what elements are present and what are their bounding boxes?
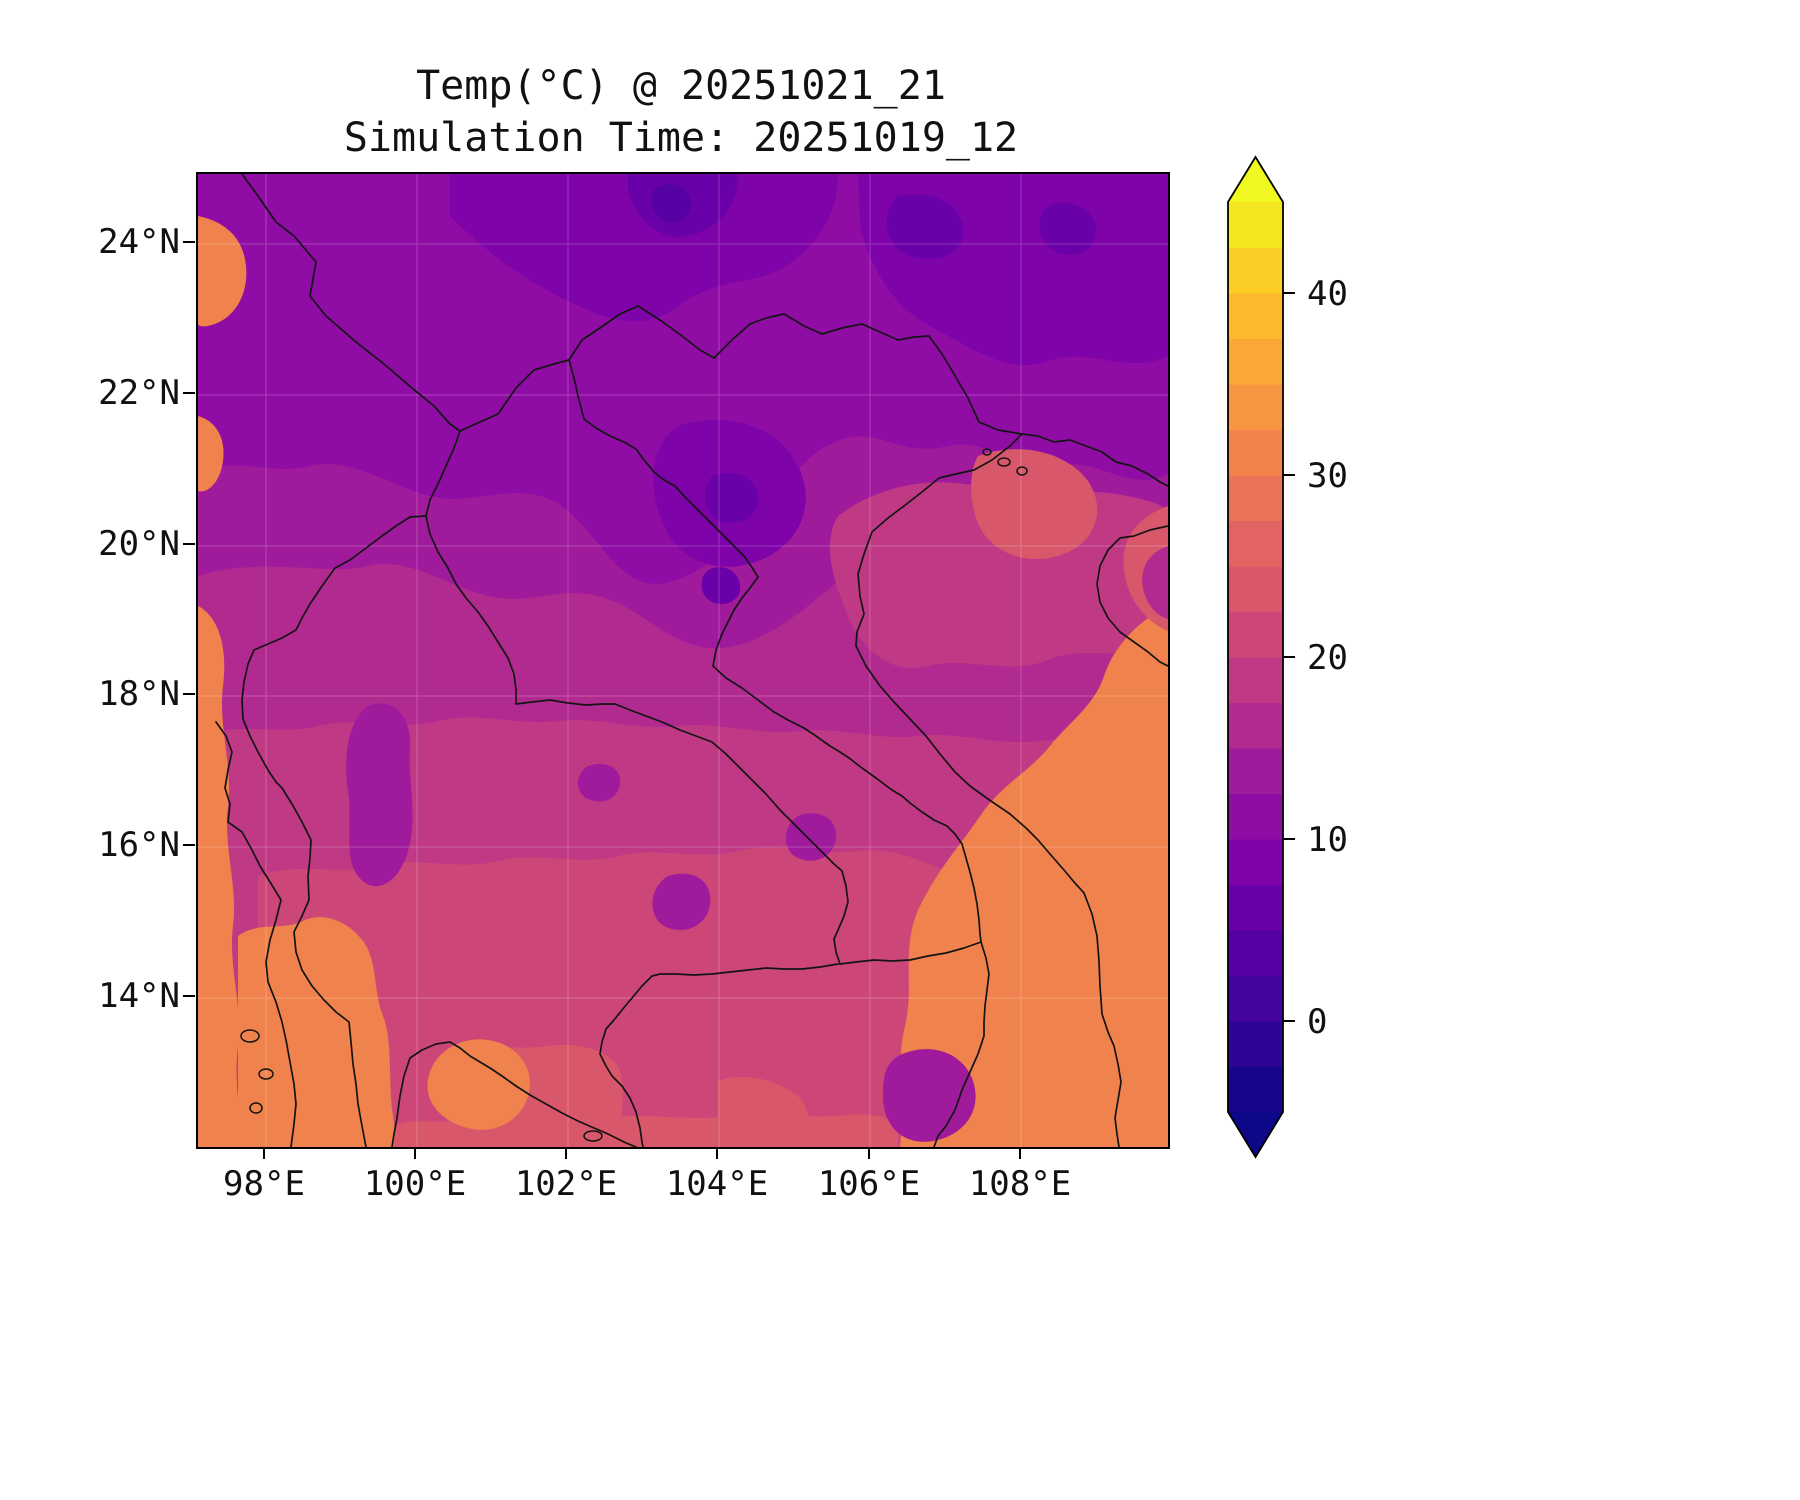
colorbar-segment (1228, 702, 1283, 749)
xtick-mark (1019, 1147, 1021, 1159)
ytick-mark (183, 844, 195, 846)
colorbar-canvas: 40 30 20 10 0 (1227, 155, 1348, 1159)
colorbar-segment (1228, 520, 1283, 567)
ytick-mark (183, 995, 195, 997)
ytick-mark (183, 693, 195, 695)
ytick-label-22n: 22°N (98, 373, 180, 413)
xtick-label-102e: 102°E (514, 1164, 618, 1204)
colorbar-segment (1228, 657, 1283, 704)
map-canvas (198, 174, 1168, 1147)
colorbar-segment (1228, 930, 1283, 977)
colorbar-segment (1228, 839, 1283, 886)
colorbar-segment (1228, 1021, 1283, 1068)
colorbar-under-arrow (1228, 1112, 1283, 1157)
colorbar-tick-label: 10 (1307, 820, 1348, 860)
colorbar-segment (1228, 611, 1283, 658)
ytick-label-16n: 16°N (98, 825, 180, 865)
colorbar-segment (1228, 475, 1283, 522)
xtick-mark (263, 1147, 265, 1159)
colorbar-over-arrow (1228, 157, 1283, 202)
xtick-label-98e: 98°E (223, 1164, 305, 1204)
colorbar: 40 30 20 10 0 (1226, 150, 1446, 1190)
latlon-gridlines (198, 174, 1168, 1147)
coastline-islands (240, 448, 1028, 1142)
ytick-label-24n: 24°N (98, 222, 180, 262)
colorbar-tick-label: 30 (1307, 456, 1348, 496)
colorbar-segment (1228, 247, 1283, 294)
xtick-mark (565, 1147, 567, 1159)
colorbar-tick-label: 20 (1307, 638, 1348, 678)
colorbar-segment (1228, 1066, 1283, 1113)
colorbar-segment (1228, 429, 1283, 476)
country-borders (215, 174, 1168, 1147)
chart-subtitle: Simulation Time: 20251019_12 (343, 115, 1019, 161)
colorbar-segment (1228, 338, 1283, 385)
chart-title: Temp(°C) @ 20251021_21 (416, 63, 946, 109)
xtick-mark (868, 1147, 870, 1159)
ytick-mark (183, 392, 195, 394)
colorbar-tick-label: 40 (1307, 274, 1348, 314)
colorbar-tick-label: 0 (1307, 1002, 1327, 1042)
temperature-contours (198, 174, 1168, 1147)
map-plot-area (196, 172, 1170, 1149)
ytick-mark (183, 241, 195, 243)
colorbar-outline (1227, 155, 1284, 1159)
xtick-label-104e: 104°E (665, 1164, 769, 1204)
colorbar-segment (1228, 884, 1283, 931)
ytick-label-20n: 20°N (98, 524, 180, 564)
colorbar-segment (1228, 748, 1283, 795)
colorbar-segment (1228, 975, 1283, 1022)
xtick-label-100e: 100°E (363, 1164, 467, 1204)
xtick-label-106e: 106°E (817, 1164, 921, 1204)
colorbar-segment (1228, 566, 1283, 613)
xtick-label-108e: 108°E (968, 1164, 1072, 1204)
xtick-mark (414, 1147, 416, 1159)
ytick-label-18n: 18°N (98, 674, 180, 714)
xtick-mark (716, 1147, 718, 1159)
ytick-mark (183, 543, 195, 545)
colorbar-segment (1228, 793, 1283, 840)
colorbar-segment (1228, 384, 1283, 431)
colorbar-segment (1228, 293, 1283, 340)
colorbar-segment (1228, 202, 1283, 249)
ytick-label-14n: 14°N (98, 976, 180, 1016)
